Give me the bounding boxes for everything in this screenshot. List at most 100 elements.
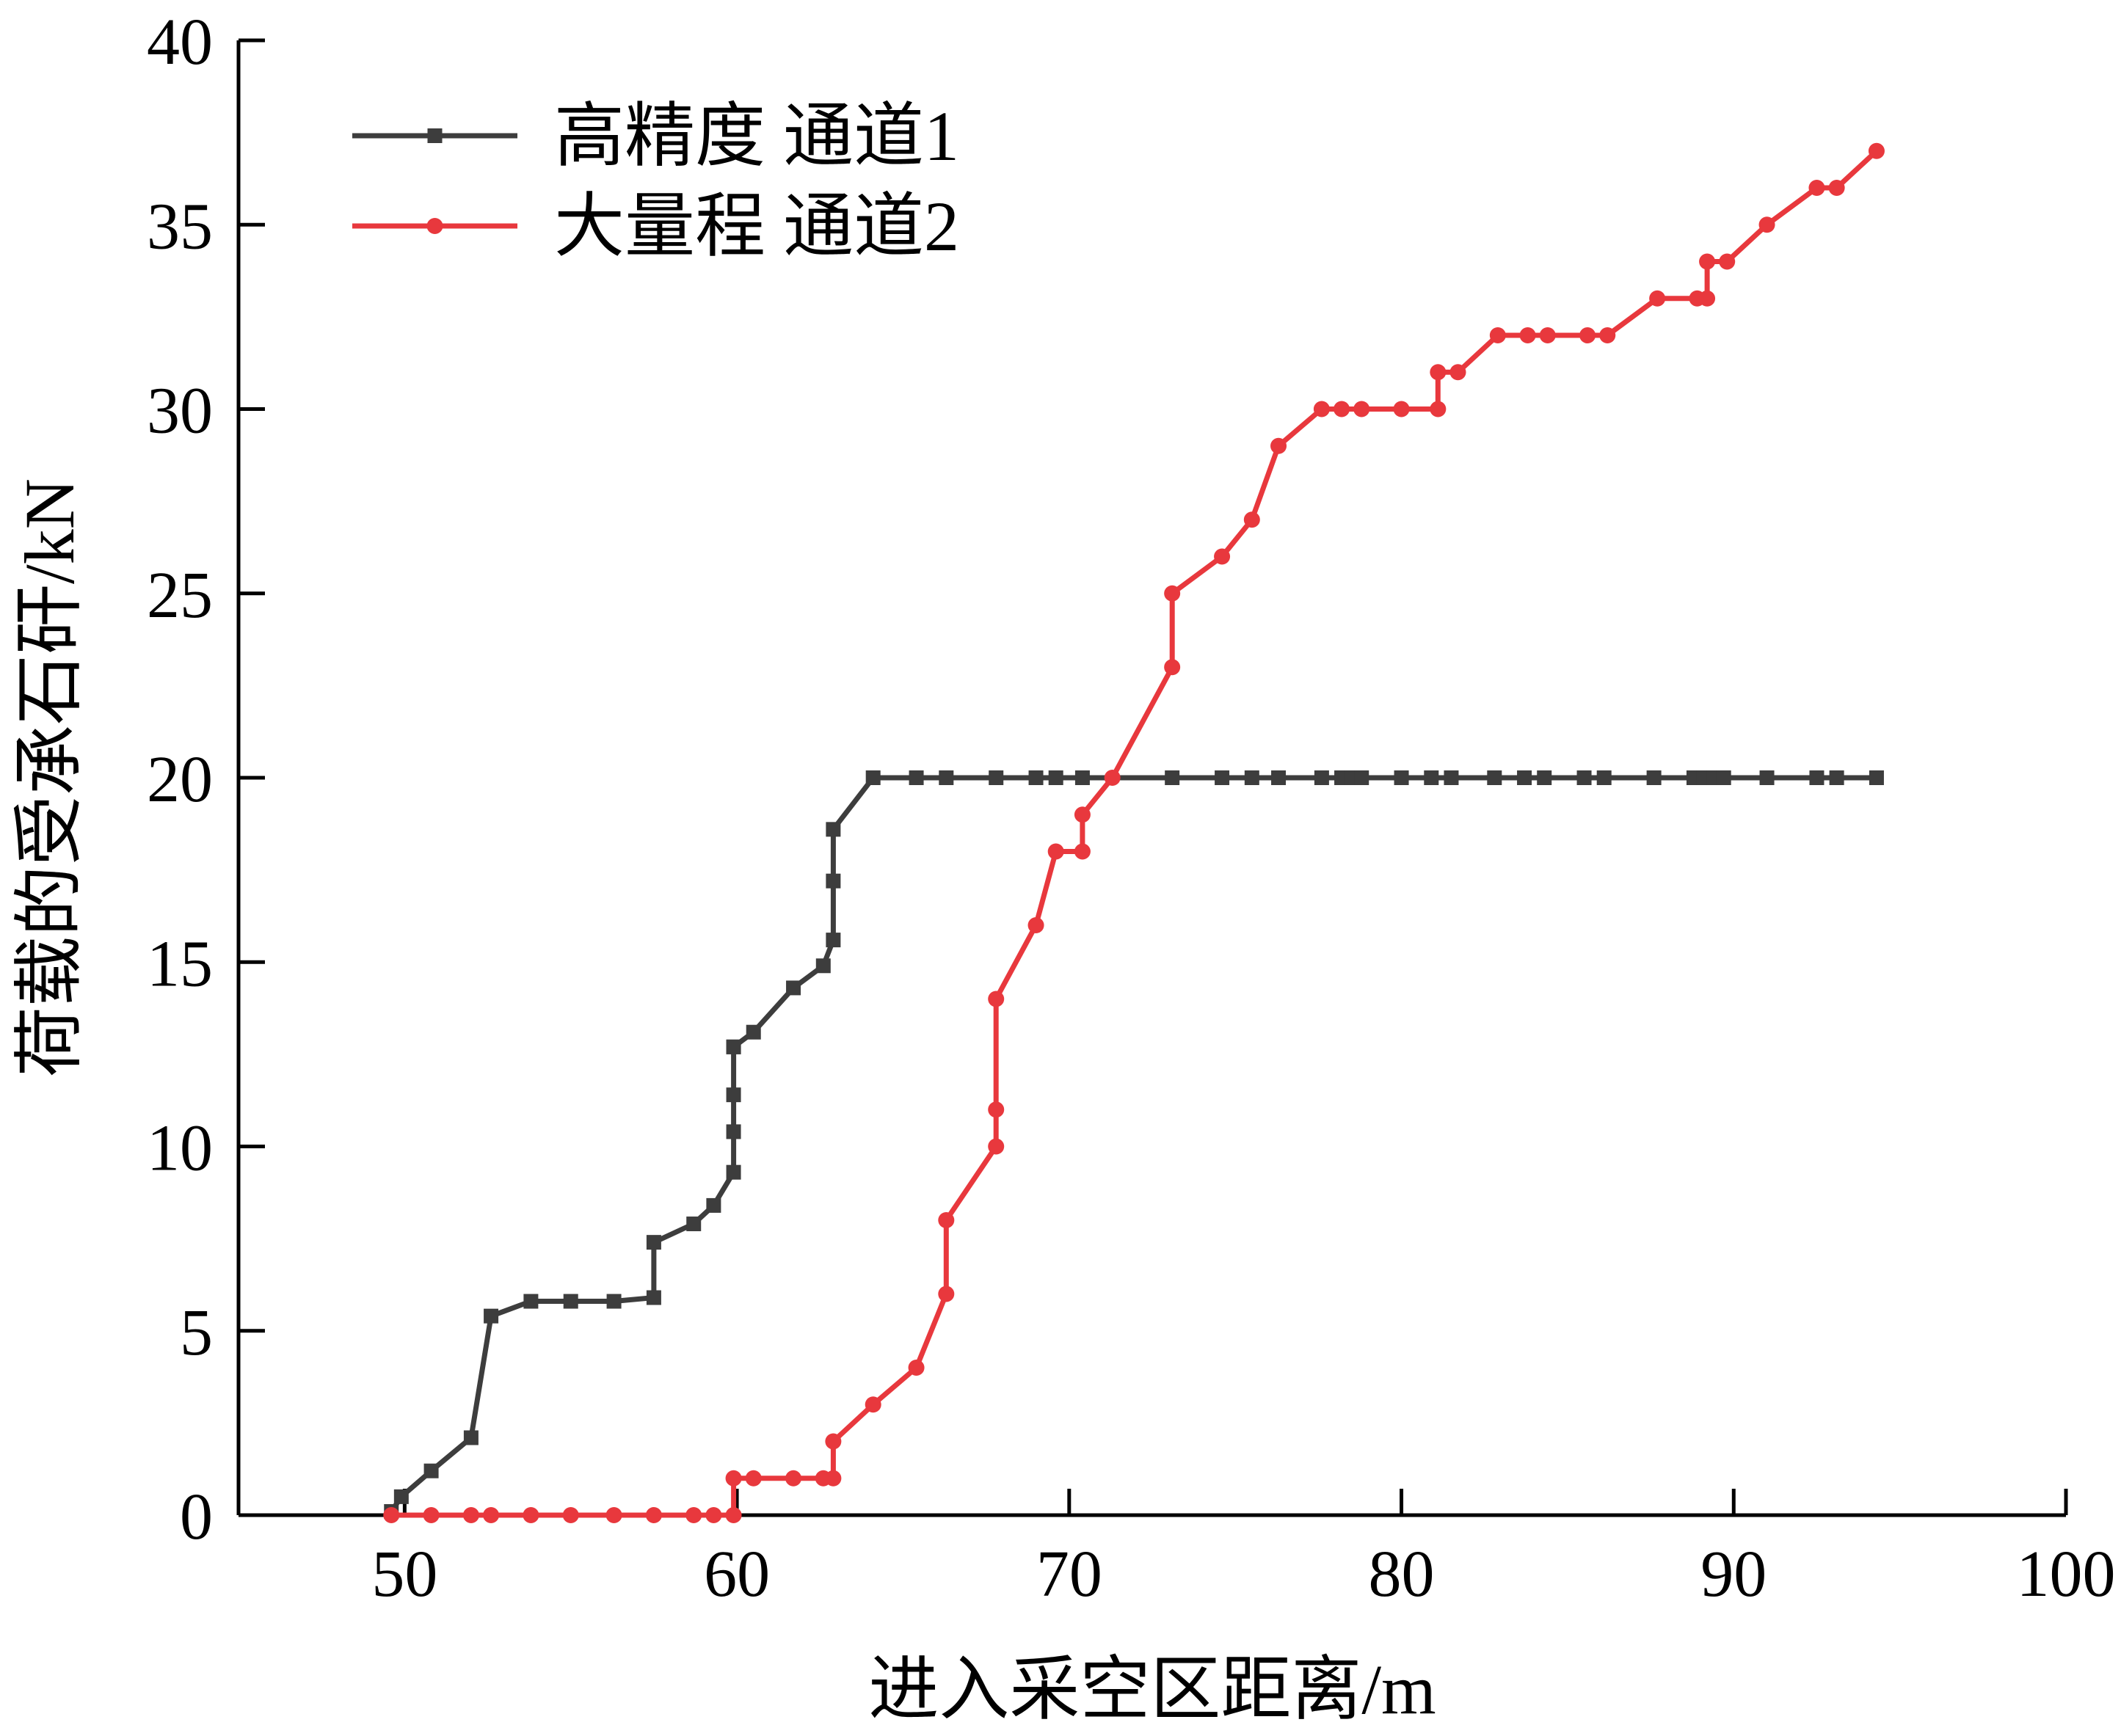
series-2-line: [391, 149, 1879, 1518]
legend: 高精度 通道1 大量程 通道2: [352, 97, 959, 266]
series-1-point: [1048, 770, 1063, 785]
series-1-point: [706, 1197, 721, 1213]
series-1-point: [826, 933, 841, 948]
series-2-point: [725, 1507, 742, 1523]
series-1-point: [826, 873, 841, 889]
series-1-point: [1215, 770, 1230, 785]
series-1-point: [1354, 770, 1369, 785]
legend-label-1: 高精度 通道1: [554, 97, 959, 175]
series-2-point: [462, 1507, 479, 1523]
series-2-point: [825, 1433, 842, 1450]
series-2-point: [865, 1396, 881, 1413]
legend-label-2: 大量程 通道2: [554, 187, 959, 266]
series-2-point: [988, 1101, 1005, 1118]
y-tick-label: 15: [147, 927, 213, 1000]
series-2: [383, 142, 1885, 1523]
series-layer: [383, 142, 1885, 1523]
series-2-point: [908, 1360, 925, 1376]
series-2-point: [938, 1212, 955, 1228]
series-2-point: [1243, 511, 1260, 528]
series-2-point: [383, 1507, 400, 1523]
series-2-point: [938, 1285, 955, 1302]
series-1-point: [646, 1235, 661, 1250]
series-2-point: [988, 991, 1005, 1007]
series-1-point: [726, 1039, 741, 1054]
legend-swatch-marker-2: [426, 218, 443, 234]
series-1-point: [746, 1024, 761, 1040]
series-1-point: [393, 1489, 409, 1504]
series-2-point: [1519, 327, 1536, 343]
series-2-point: [1699, 253, 1716, 270]
series-1-point: [786, 980, 801, 996]
series-2-point: [1868, 142, 1885, 159]
series-1-point: [1517, 770, 1532, 785]
series-1-point: [1028, 770, 1044, 785]
series-1-point: [1074, 770, 1090, 785]
series-1-point: [865, 770, 881, 785]
series-2-point: [1164, 585, 1181, 602]
x-axis-title: 进入采空区距离/m: [868, 1650, 1436, 1729]
series-2-point: [1047, 843, 1064, 860]
series-2-point: [1539, 327, 1556, 343]
series-2-point: [1164, 659, 1181, 676]
series-1-point: [1424, 770, 1439, 785]
series-2-point: [1699, 290, 1716, 307]
y-tick-label: 20: [147, 743, 213, 816]
series-2-point: [825, 1470, 842, 1487]
series-2-point: [1104, 770, 1121, 786]
series-1-point: [1487, 770, 1502, 785]
series-1-point: [1646, 770, 1662, 785]
series-1-point: [1444, 770, 1459, 785]
series-2-point: [1719, 253, 1736, 270]
series-1-point: [686, 1217, 702, 1232]
series-2-point: [685, 1507, 702, 1523]
series-1-point: [1537, 770, 1552, 785]
series-1-point: [726, 1087, 741, 1103]
series-2-point: [1808, 180, 1825, 196]
series-1-point: [523, 1294, 539, 1309]
y-tick-label: 40: [147, 6, 213, 79]
y-tick-label: 25: [147, 559, 213, 632]
series-2-point: [1074, 843, 1091, 860]
series-2-point: [645, 1507, 662, 1523]
x-tick-label: 50: [371, 1538, 437, 1611]
series-2-point: [988, 1138, 1005, 1155]
series-2-point: [1449, 364, 1466, 381]
series-2-point: [725, 1470, 742, 1487]
x-tick-label: 70: [1036, 1538, 1102, 1611]
series-1-point: [815, 958, 831, 974]
series-1-point: [1576, 770, 1592, 785]
series-1-point: [606, 1294, 622, 1309]
series-1-point: [1244, 770, 1259, 785]
series-2-point: [1313, 401, 1330, 417]
series-1-point: [909, 770, 924, 785]
y-tick-label: 35: [147, 190, 213, 263]
series-1-point: [726, 1124, 741, 1139]
series-1-point: [939, 770, 954, 785]
series-2-point: [1074, 806, 1091, 823]
series-1-point: [1314, 770, 1329, 785]
series-1-point: [1809, 770, 1825, 785]
series-2-point: [745, 1470, 762, 1487]
x-tick-label: 100: [2017, 1538, 2116, 1611]
series-2-point: [1758, 216, 1775, 233]
series-1-point: [1716, 770, 1731, 785]
series-1: [384, 770, 1884, 1519]
y-ticks: 0 5 10 15 20 25 30 35 40: [147, 6, 265, 1553]
series-1-point: [1394, 770, 1409, 785]
x-tick-label: 80: [1369, 1538, 1435, 1611]
series-2-point: [1334, 401, 1350, 417]
series-2-point: [1393, 401, 1410, 417]
series-1-point: [1271, 770, 1287, 785]
series-2-point: [785, 1470, 802, 1487]
series-2-point: [1430, 401, 1447, 417]
series-2-point: [1828, 180, 1845, 196]
series-1-point: [1759, 770, 1775, 785]
legend-item-series-2: 大量程 通道2: [352, 187, 959, 266]
series-2-point: [1353, 401, 1370, 417]
series-1-point: [1869, 770, 1884, 785]
x-tick-label: 60: [704, 1538, 770, 1611]
series-1-point: [1165, 770, 1180, 785]
legend-item-series-1: 高精度 通道1: [352, 97, 959, 175]
series-1-point: [423, 1463, 439, 1478]
